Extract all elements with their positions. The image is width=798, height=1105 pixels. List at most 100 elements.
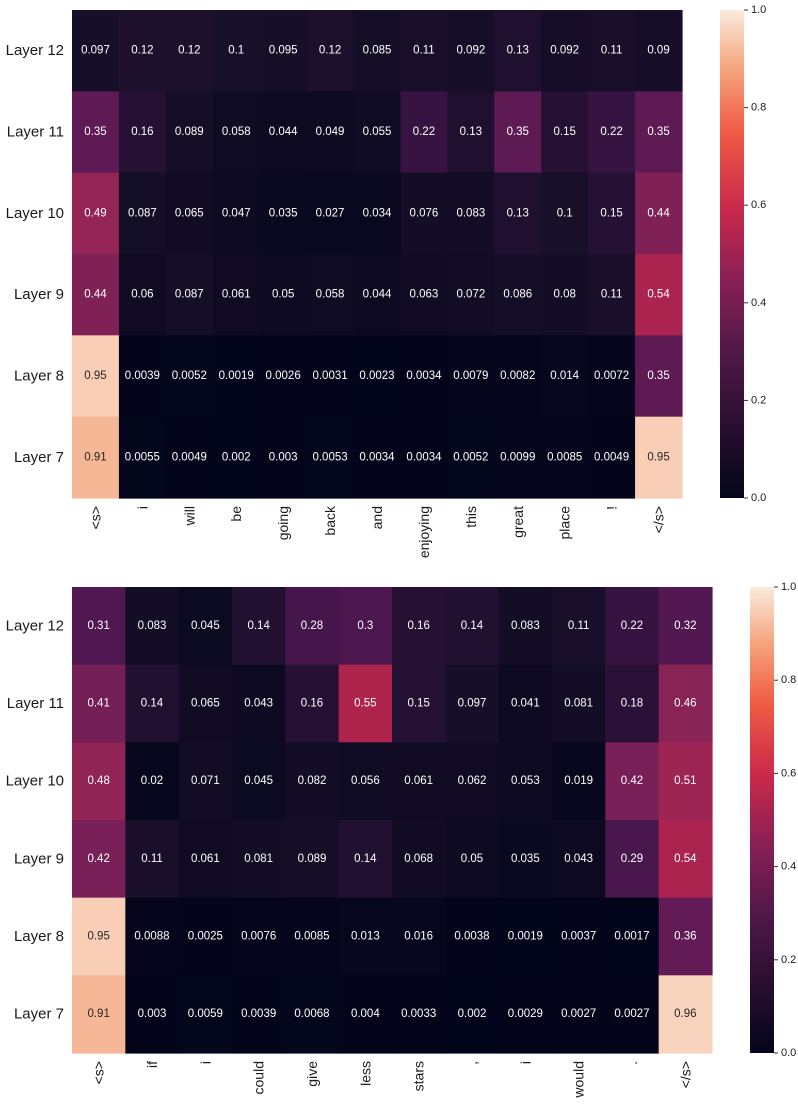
heatmap-cell <box>635 254 683 336</box>
column-label: give <box>304 1061 320 1087</box>
row-label: Layer 8 <box>14 368 64 385</box>
column-label: . <box>624 1061 640 1065</box>
heatmap-cell <box>400 172 448 255</box>
cell-value-label: 0.085 <box>363 45 392 57</box>
heatmap-cell <box>212 254 261 336</box>
heatmap-cell <box>338 587 393 666</box>
heatmap-cell <box>494 416 542 499</box>
heatmap-cell <box>353 10 402 92</box>
cell-value-label: 0.044 <box>269 126 298 138</box>
cell-value-label: 0.02 <box>141 775 163 787</box>
cell-value-label: 0.15 <box>553 126 575 138</box>
cell-value-label: 0.089 <box>175 126 204 138</box>
row-label: Layer 8 <box>14 928 64 945</box>
heatmap-cell <box>212 91 261 174</box>
cell-value-label: 0.061 <box>404 775 433 787</box>
cell-value-label: 0.081 <box>244 853 273 865</box>
heatmap-cell <box>285 664 340 743</box>
column-label: great <box>510 506 526 538</box>
heatmap-cell <box>72 742 126 821</box>
cell-value-label: 0.0049 <box>172 451 207 463</box>
row-label: Layer 10 <box>6 205 64 222</box>
heatmap-cell <box>494 335 542 418</box>
heatmap-cell <box>165 91 214 174</box>
heatmap-cell <box>72 587 126 666</box>
cell-value-label: 0.003 <box>269 451 298 463</box>
heatmap-cell <box>353 335 402 418</box>
cell-value-label: 0.013 <box>351 931 380 943</box>
cell-value-label: 0.14 <box>461 620 484 632</box>
heatmap-bottom-panel: 0.31 0.083 0.045 0.14 0.28 0.3 0.16 0.14 0.083 0.… <box>6 581 797 1099</box>
cell-value-label: 0.12 <box>178 45 200 57</box>
heatmap-cell <box>72 10 120 92</box>
cell-value-label: 0.51 <box>674 775 696 787</box>
heatmap-cell <box>447 416 495 499</box>
column-label: back <box>322 505 338 536</box>
heatmap-cell <box>392 975 446 1054</box>
heatmap-cell <box>232 897 286 976</box>
cell-value-label: 0.36 <box>674 931 696 943</box>
heatmap-cell <box>178 897 233 976</box>
heatmap-cell <box>285 742 340 821</box>
cell-value-label: 0.44 <box>84 289 107 301</box>
cell-value-label: 0.91 <box>84 451 106 463</box>
cell-value-label: 0.092 <box>550 45 579 57</box>
row-label: Layer 7 <box>14 1006 64 1023</box>
column-label: ! <box>604 506 620 510</box>
cell-value-label: 0.06 <box>131 289 153 301</box>
cell-value-label: 0.0026 <box>266 370 301 382</box>
cell-value-label: 0.043 <box>244 698 273 710</box>
heatmap-cell <box>118 254 167 336</box>
cell-value-label: 0.54 <box>647 289 670 301</box>
column-label: and <box>369 506 385 529</box>
heatmap-cell <box>212 335 261 418</box>
cell-value-label: 0.16 <box>131 126 153 138</box>
heatmap-cell <box>392 820 446 899</box>
cell-value-label: 0.31 <box>87 620 109 632</box>
heatmap-cell <box>165 254 214 336</box>
heatmap-cell <box>498 820 553 899</box>
cell-value-label: 0.0034 <box>406 451 442 463</box>
heatmap-cell <box>588 172 636 255</box>
heatmap-cell <box>306 335 355 418</box>
cell-value-label: 0.0052 <box>172 370 207 382</box>
heatmap-cell <box>338 975 393 1054</box>
cell-value-label: 0.002 <box>222 451 251 463</box>
cell-value-label: 0.0037 <box>561 931 596 943</box>
heatmap-cell <box>392 587 446 666</box>
cell-value-label: 0.96 <box>674 1008 696 1020</box>
colorbar-tick-label: 0.6 <box>781 767 796 779</box>
cell-value-label: 0.49 <box>84 207 106 219</box>
cell-value-label: 0.11 <box>141 853 163 865</box>
cell-value-label: 0.058 <box>316 289 345 301</box>
heatmap-cell <box>635 335 683 418</box>
cell-value-label: 0.065 <box>175 207 204 219</box>
heatmap-cell <box>259 254 308 336</box>
cell-value-label: 0.0055 <box>125 451 160 463</box>
cell-value-label: 0.004 <box>351 1008 380 1020</box>
heatmap-cell <box>400 416 448 499</box>
cell-value-label: 0.083 <box>138 620 167 632</box>
heatmap-cell <box>588 10 636 92</box>
cell-value-label: 0.0079 <box>453 370 488 382</box>
heatmap-cell <box>541 172 589 255</box>
heatmap-cell <box>178 587 233 666</box>
column-label: <s> <box>91 1061 107 1084</box>
heatmap-cell <box>232 587 286 666</box>
heatmap-cell <box>306 254 355 336</box>
cell-value-label: 0.0053 <box>312 451 347 463</box>
column-label: going <box>275 506 291 540</box>
heatmap-cell <box>658 820 713 899</box>
cell-value-label: 0.081 <box>564 698 593 710</box>
heatmap-cell <box>400 91 448 174</box>
cell-value-label: 0.0068 <box>294 1008 329 1020</box>
heatmap-cell <box>447 335 495 418</box>
row-label: Layer 9 <box>14 850 64 867</box>
heatmap-cell <box>178 820 233 899</box>
cell-value-label: 0.22 <box>413 126 435 138</box>
heatmap-cell <box>72 975 126 1054</box>
cell-value-label: 0.35 <box>647 370 669 382</box>
heatmap-cell <box>447 91 495 174</box>
cell-value-label: 0.18 <box>621 698 643 710</box>
cell-value-label: 0.062 <box>458 775 487 787</box>
